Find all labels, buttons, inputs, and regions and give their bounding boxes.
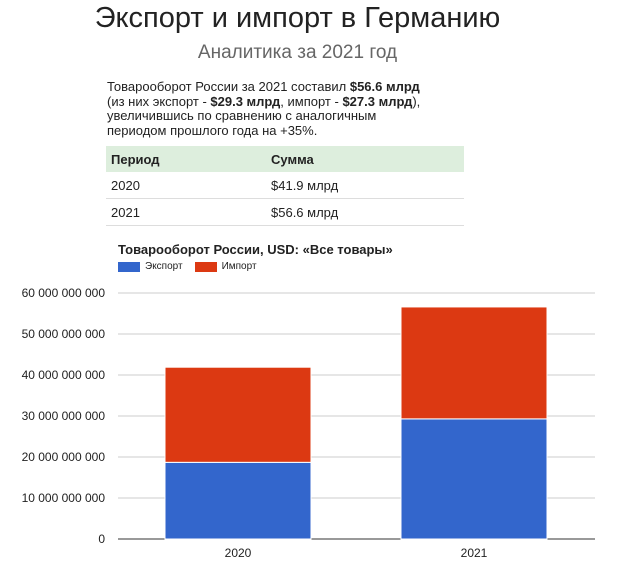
chart-title: Товарооборот России, USD: «Все товары» [118, 242, 393, 257]
summary-total: $56.6 млрд [349, 79, 420, 94]
table-cell-sum: $56.6 млрд [266, 198, 464, 226]
table-cell-period: 2021 [106, 198, 266, 226]
period-table: Период Сумма 2020 $41.9 млрд 2021 $56.6 … [106, 146, 464, 226]
table-row: 2020 $41.9 млрд [106, 172, 464, 199]
table-cell-sum: $41.9 млрд [266, 172, 464, 199]
legend-swatch-import [194, 261, 217, 272]
y-tick-label: 20 000 000 000 [22, 450, 106, 464]
legend-label-export: Экспорт [145, 261, 183, 272]
table-header-sum: Сумма [266, 146, 464, 172]
summary-export: $29.3 млрд [210, 93, 281, 109]
x-tick-label: 2021 [461, 546, 488, 560]
legend-item-import: Импорт [194, 261, 257, 272]
page-title: Экспорт и импорт в Германию [94, 2, 501, 34]
summary-line4: периодом прошлого года на +35%. [107, 122, 318, 138]
table-header-period: Период [106, 146, 266, 172]
bar-2020-import[interactable] [164, 366, 312, 463]
y-tick-label: 30 000 000 000 [22, 409, 106, 423]
bar-chart: 0 10 000 000 000 20 000 000 000 30 000 000 … [22, 286, 595, 560]
summary-line2-suffix: ), [412, 93, 421, 109]
chart-legend: Экспорт Импорт [118, 261, 269, 272]
summary-line3: увеличившись по сравнению с аналогичным [107, 108, 377, 123]
bar-2020-export[interactable] [164, 461, 312, 540]
summary-line2-prefix: (из них экспорт - [107, 93, 211, 109]
summary-prefix: Товарооборот России за 2021 составил [107, 79, 350, 94]
table-cell-period: 2020 [106, 172, 266, 199]
y-tick-label: 50 000 000 000 [22, 327, 106, 341]
legend-label-import: Импорт [221, 261, 257, 272]
table-header-row: Период Сумма [106, 146, 464, 172]
bar-2021-export[interactable] [400, 418, 548, 540]
summary-line2-mid: , импорт - [280, 93, 343, 109]
summary-text: Товарооборот России за 2021 составил $56… [107, 79, 467, 138]
bar-2021-import[interactable] [400, 306, 548, 420]
legend-item-export: Экспорт [118, 261, 183, 272]
y-tick-label: 0 [98, 532, 105, 546]
summary-import: $27.3 млрд [342, 93, 413, 109]
table-row: 2021 $56.6 млрд [106, 198, 464, 226]
page-subtitle: Аналитика за 2021 год [197, 42, 398, 63]
y-tick-label: 60 000 000 000 [22, 286, 106, 300]
y-tick-label: 40 000 000 000 [22, 368, 106, 382]
x-tick-label: 2020 [225, 546, 252, 560]
y-tick-label: 10 000 000 000 [22, 491, 106, 505]
legend-swatch-export [118, 261, 140, 272]
